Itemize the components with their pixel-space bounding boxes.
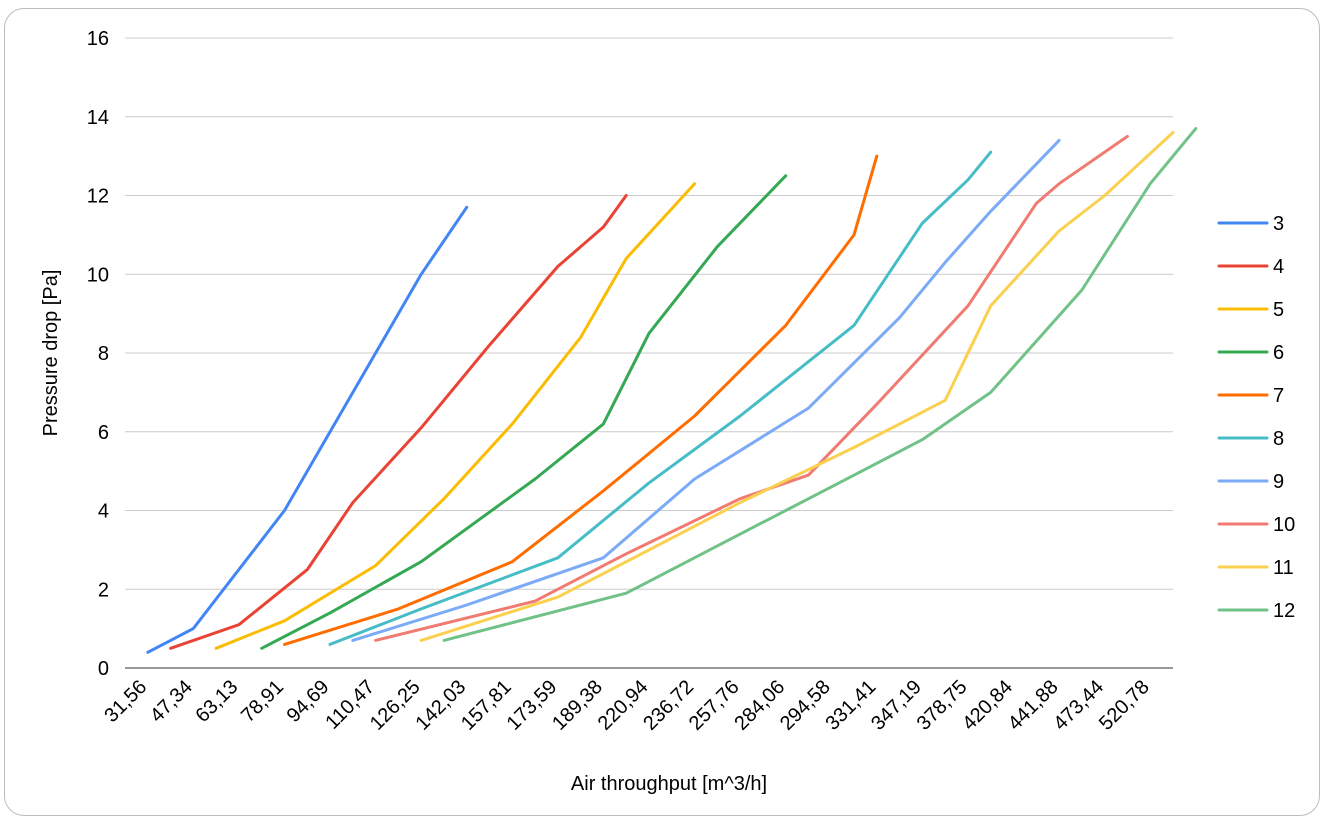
series-line-3	[146, 205, 469, 654]
pressure-drop-chart: 0 2 4 6 8 10 12 14 16 31,5647,3463,1378,9194,691…	[40, 28, 1295, 795]
x-tick-label: 220,94	[594, 676, 653, 735]
series-line-11	[419, 131, 1175, 642]
y-axis-ticks: 0 2 4 6 8 10 12 14 16	[87, 28, 109, 680]
x-tick-label: 126,25	[366, 676, 425, 735]
x-tick-label: 189,38	[548, 676, 607, 735]
legend-label-3: 3	[1273, 213, 1284, 235]
x-tick-label: 257,76	[685, 676, 744, 735]
x-tick-label: 142,03	[411, 676, 470, 735]
series-line-10	[374, 134, 1129, 642]
x-tick-label: 157,81	[457, 676, 516, 735]
legend-label-6: 6	[1273, 342, 1284, 364]
series-line-9	[351, 138, 1061, 642]
x-tick-label: 378,75	[913, 676, 972, 735]
x-tick-label: 284,06	[730, 676, 789, 735]
x-tick-label: 441,88	[1004, 676, 1063, 735]
legend-label-4: 4	[1273, 256, 1284, 278]
series-line-8	[328, 150, 993, 646]
y-tick-label: 2	[98, 579, 109, 601]
y-tick-label: 16	[87, 28, 109, 50]
x-axis-ticks: 31,5647,3463,1378,9194,69110,47126,25142…	[100, 676, 1153, 735]
series-lines	[146, 127, 1198, 654]
series-line-4	[169, 194, 628, 650]
x-axis-title: Air throughput [m^3/h]	[571, 773, 767, 795]
chart-frame: 0 2 4 6 8 10 12 14 16 31,56 47,34 63,13 78,91 94,69 1…	[4, 8, 1320, 816]
series-line-7	[283, 154, 879, 646]
x-tick-label: 47,34	[146, 676, 197, 727]
x-tick-label: 294,58	[776, 676, 835, 735]
legend-label-9: 9	[1273, 471, 1284, 493]
y-tick-label: 12	[87, 186, 109, 208]
y-tick-label: 6	[98, 422, 109, 444]
x-tick-label: 420,84	[958, 676, 1017, 735]
x-tick-label: 473,44	[1049, 676, 1108, 735]
legend: 3 4 5 6 7 8 9 10 11 12	[1217, 213, 1295, 622]
y-tick-label: 8	[98, 343, 109, 365]
y-tick-label: 14	[87, 107, 109, 129]
legend-label-5: 5	[1273, 299, 1284, 321]
legend-label-10: 10	[1273, 514, 1295, 536]
legend-label-12: 12	[1273, 600, 1295, 622]
x-tick-label: 236,72	[639, 676, 698, 735]
x-tick-label: 31,56	[100, 676, 151, 727]
x-tick-label: 78,91	[237, 676, 288, 727]
y-tick-label: 0	[98, 658, 109, 680]
x-tick-label: 347,19	[867, 676, 926, 735]
y-tick-label: 10	[87, 264, 109, 286]
x-tick-label: 63,13	[191, 676, 242, 727]
series-line-12	[442, 127, 1198, 642]
x-tick-label: 173,59	[503, 676, 562, 735]
legend-label-8: 8	[1273, 428, 1284, 450]
series-line-6	[260, 174, 788, 650]
gridlines	[125, 37, 1173, 669]
legend-label-11: 11	[1273, 557, 1294, 579]
legend-label-7: 7	[1273, 385, 1284, 407]
series-line-5	[214, 182, 697, 650]
x-tick-label: 331,41	[822, 676, 881, 735]
y-tick-label: 4	[98, 501, 109, 523]
x-tick-label: 520,78	[1095, 676, 1154, 735]
y-axis-title: Pressure drop [Pa]	[40, 270, 62, 437]
